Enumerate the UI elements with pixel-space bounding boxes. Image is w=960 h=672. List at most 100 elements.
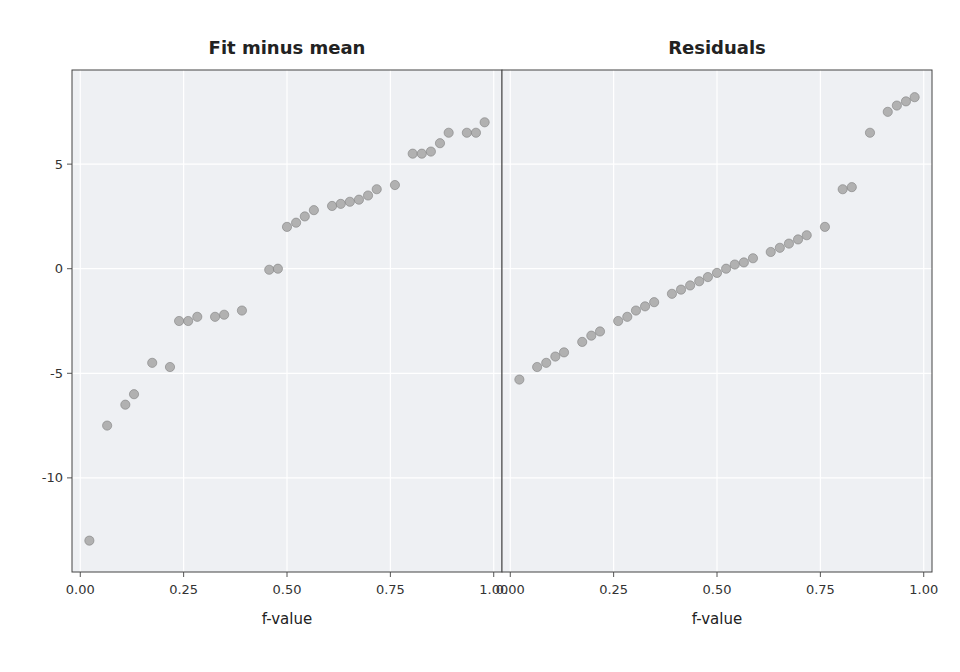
scatter-point — [883, 107, 892, 116]
scatter-point — [748, 254, 757, 263]
scatter-point — [739, 258, 748, 267]
scatter-point — [210, 312, 219, 321]
scatter-point — [838, 185, 847, 194]
x-grid-line — [80, 70, 81, 572]
plot-frame — [502, 70, 932, 572]
x-tick-label: 0.50 — [703, 582, 732, 597]
scatter-point — [121, 400, 130, 409]
plot-background — [72, 70, 502, 572]
scatter-point — [165, 362, 174, 371]
scatter-point — [712, 268, 721, 277]
scatter-point — [578, 337, 587, 346]
scatter-point — [793, 235, 802, 244]
scatter-point — [265, 265, 274, 274]
x-tick — [923, 572, 924, 577]
scatter-point — [444, 128, 453, 137]
x-tick-label: 0.50 — [273, 582, 302, 597]
scatter-point — [193, 312, 202, 321]
x-tick — [80, 572, 81, 577]
scatter-point — [103, 421, 112, 430]
x-grid-line — [923, 70, 924, 572]
scatter-point — [327, 201, 336, 210]
scatter-point — [667, 289, 676, 298]
scatter-point — [595, 327, 604, 336]
y-grid-line — [502, 477, 932, 478]
scatter-point — [390, 180, 399, 189]
scatter-point — [471, 128, 480, 137]
scatter-point — [910, 93, 919, 102]
scatter-point — [721, 264, 730, 273]
scatter-point — [417, 149, 426, 158]
scatter-point — [273, 264, 282, 273]
y-grid-line — [502, 373, 932, 374]
scatter-point — [282, 222, 291, 231]
scatter-point — [174, 316, 183, 325]
scatter-point — [865, 128, 874, 137]
x-tick — [183, 572, 184, 577]
scatter-point — [533, 362, 542, 371]
x-grid-line — [716, 70, 717, 572]
y-tick — [67, 477, 72, 478]
scatter-point — [766, 247, 775, 256]
y-tick — [67, 164, 72, 165]
scatter-point — [542, 358, 551, 367]
scatter-point — [435, 139, 444, 148]
y-tick — [67, 268, 72, 269]
x-grid-line — [820, 70, 821, 572]
scatter-point — [730, 260, 739, 269]
x-tick — [510, 572, 511, 577]
y-grid-line — [72, 164, 502, 165]
scatter-point — [300, 212, 309, 221]
scatter-point — [802, 231, 811, 240]
scatter-point — [820, 222, 829, 231]
panel-title: Residuals — [668, 37, 766, 58]
y-grid-line — [502, 164, 932, 165]
points — [85, 118, 489, 546]
plot-background — [502, 70, 932, 572]
x-tick-label: 0.75 — [376, 582, 405, 597]
x-axis-label: f-value — [692, 610, 742, 628]
scatter-point — [640, 302, 649, 311]
scatter-point — [336, 199, 345, 208]
scatter-point — [686, 281, 695, 290]
scatter-point — [551, 352, 560, 361]
panel-title: Fit minus mean — [209, 37, 366, 58]
scatter-point — [363, 191, 372, 200]
scatter-point — [237, 306, 246, 315]
scatter-point — [703, 272, 712, 281]
scatter-point — [148, 358, 157, 367]
x-grid-line — [390, 70, 391, 572]
x-grid-line — [510, 70, 511, 572]
scatter-point — [426, 147, 435, 156]
scatter-point — [309, 206, 318, 215]
plot-frame — [72, 70, 502, 572]
x-grid-line — [286, 70, 287, 572]
y-tick — [67, 373, 72, 374]
scatter-point — [480, 118, 489, 127]
scatter-point — [85, 536, 94, 545]
scatter-point — [623, 312, 632, 321]
y-tick-label: 0 — [55, 261, 63, 276]
scatter-point — [559, 348, 568, 357]
y-tick-label: -5 — [50, 366, 63, 381]
scatter-point — [614, 316, 623, 325]
scatter-point — [462, 128, 471, 137]
panel: 0.000.250.500.751.00Residualsf-value — [496, 37, 938, 628]
x-tick — [287, 572, 288, 577]
scatter-point — [847, 183, 856, 192]
scatter-point — [631, 306, 640, 315]
x-tick-label: 0.75 — [806, 582, 835, 597]
y-tick-label: -10 — [42, 470, 63, 485]
x-tick-label: 0.00 — [66, 582, 95, 597]
scatter-point — [901, 97, 910, 106]
scatter-point — [291, 218, 300, 227]
scatter-point — [587, 331, 596, 340]
x-tick — [390, 572, 391, 577]
chart-svg: 0.000.250.500.751.00-10-505Fit minus mea… — [0, 0, 960, 672]
y-tick-label: 5 — [55, 157, 63, 172]
scatter-point — [220, 310, 229, 319]
x-tick — [820, 572, 821, 577]
scatter-point — [354, 195, 363, 204]
points — [515, 93, 919, 385]
scatter-point — [515, 375, 524, 384]
